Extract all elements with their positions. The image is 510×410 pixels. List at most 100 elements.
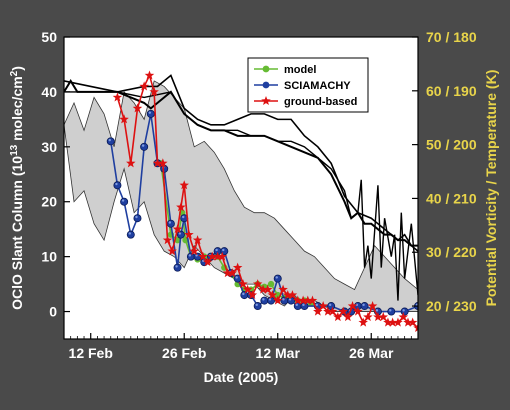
sciamachy-point-highlight: [128, 232, 131, 235]
ground-based-point: [247, 290, 258, 300]
ground-based-point: [293, 295, 303, 305]
sciamachy-point: [186, 252, 195, 261]
ground-based-point: [303, 295, 313, 305]
ground-based-point: [313, 306, 323, 316]
ground-based-point: [347, 301, 358, 311]
sciamachy-point-highlight: [242, 292, 245, 296]
sciamachy-point-highlight: [141, 144, 145, 147]
ground-based-point: [383, 317, 393, 327]
sciamachy-point-highlight: [275, 276, 278, 279]
pv-line-2: [64, 74, 418, 252]
x-tick-label: 26 Feb: [162, 345, 206, 361]
ground-based-point: [202, 257, 213, 267]
sciamachy-point-highlight: [202, 259, 205, 263]
sciamachy-point: [273, 274, 282, 283]
ground-based-point: [258, 284, 268, 294]
sciamachy-point: [146, 109, 155, 118]
ground-based-point: [139, 81, 149, 91]
ground-based-point: [149, 86, 159, 96]
legend-circle-marker: [262, 65, 270, 73]
ground-based-point: [126, 158, 136, 168]
shade-polygon: [64, 80, 418, 312]
y-left-tick-label: 40: [41, 84, 57, 100]
sciamachy-point-highlight: [168, 221, 172, 224]
y-left-tick-label: 0: [49, 304, 57, 320]
ground-based-point: [238, 279, 248, 289]
ground-based-point: [307, 295, 318, 305]
sciamachy-point-highlight: [135, 215, 138, 219]
sciamachy-point: [387, 307, 396, 316]
ground-based-point: [398, 312, 409, 322]
sciamachy-point-highlight: [355, 303, 359, 307]
sciamachy-point: [133, 214, 142, 223]
sciamachy-point: [126, 230, 135, 239]
sciamachy-point-highlight: [328, 303, 332, 307]
x-tick-label: 26 Mar: [349, 345, 394, 361]
ground-based-point: [162, 235, 173, 245]
ground-based-point: [343, 312, 353, 322]
sciamachy-point: [193, 252, 202, 261]
ground-based-point: [298, 295, 308, 305]
ground-based-point: [207, 251, 218, 261]
ground-based-point: [222, 268, 233, 278]
ground-based-point: [217, 251, 228, 261]
ground-based-point: [198, 251, 208, 261]
legend-label: ground-based: [284, 96, 357, 108]
sciamachy-point-highlight: [268, 298, 272, 301]
ground-based-point: [323, 306, 333, 316]
legend-circle-marker: [262, 81, 270, 89]
sciamachy-point: [120, 197, 129, 206]
ground-based-point: [172, 224, 183, 234]
y-right-tick-label: 40 / 210: [426, 190, 477, 206]
y-left-tick-label: 30: [41, 139, 57, 155]
legend-star-marker: [261, 96, 271, 106]
temp-line: [64, 91, 418, 301]
sciamachy-point: [166, 219, 175, 228]
ground-based-point: [152, 158, 163, 168]
sciamachy-point: [113, 181, 122, 190]
ground-based-point: [189, 246, 199, 256]
x-tick-label: 12 Feb: [69, 345, 113, 361]
legend-label: model: [284, 64, 316, 76]
y-left-title-part3: ): [9, 66, 25, 71]
y-left-title-part1: OClO Slant Column (10: [9, 156, 25, 310]
sciamachy-point-highlight: [178, 232, 182, 235]
x-axis-title: Date (2005): [204, 369, 279, 385]
sciamachy-point-highlight: [362, 303, 365, 307]
ground-based-point: [132, 103, 143, 113]
legend-label: SCIAMACHY: [284, 80, 351, 92]
ground-based-point: [353, 306, 363, 316]
series-ground-based: [112, 70, 418, 333]
y-left-title-exp: 13: [9, 144, 20, 156]
sciamachy-point-highlight: [148, 111, 152, 114]
sciamachy-point: [106, 137, 115, 146]
y-right-tick-label: 50 / 200: [426, 137, 477, 153]
plot-frame: [63, 36, 419, 340]
ground-based-point: [119, 114, 129, 124]
ground-based-point: [192, 235, 203, 245]
ground-based-point: [227, 268, 238, 278]
sciamachy-point-highlight: [222, 248, 225, 252]
ground-based-point: [393, 317, 403, 327]
sciamachy-point-highlight: [375, 309, 379, 312]
y-right-tick-label: 30 / 220: [426, 244, 477, 260]
ground-based-point: [262, 284, 273, 294]
sciamachy-point-highlight: [402, 309, 405, 312]
sciamachy-point: [173, 263, 182, 272]
sciamachy-point: [253, 302, 262, 311]
ground-based-point: [242, 284, 253, 294]
y-left-tick-label: 20: [41, 194, 57, 210]
ground-based-point: [318, 301, 328, 311]
ground-based-point: [112, 92, 123, 102]
shaded-envelope: [64, 80, 418, 312]
sciamachy-point: [280, 296, 289, 305]
sciamachy-point-highlight: [315, 303, 319, 307]
sciamachy-point-highlight: [115, 182, 118, 186]
model-point: [267, 280, 275, 288]
sciamachy-point-highlight: [255, 303, 258, 307]
y-left-tick-label: 50: [41, 29, 57, 45]
ground-based-point: [267, 290, 278, 300]
ground-based-point: [176, 202, 186, 212]
sciamachy-point: [140, 142, 149, 151]
sciamachy-point-highlight: [215, 248, 218, 252]
